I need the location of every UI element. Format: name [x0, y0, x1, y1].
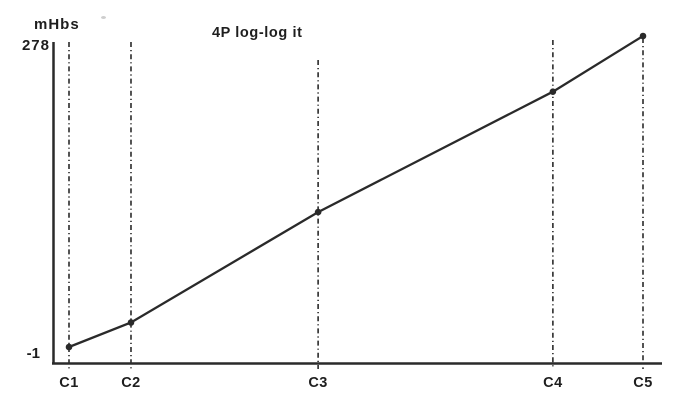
x-tick-label-c3: C3 [308, 375, 328, 391]
x-tick-label-c2: C2 [121, 375, 141, 391]
x-tick-label-c4: C4 [543, 375, 563, 391]
x-tick-label-c5: C5 [633, 375, 653, 391]
y-axis-title: mHbs [34, 16, 80, 33]
y-axis-min-tick-label: -1 [26, 345, 40, 362]
category-gridlines [68, 38, 644, 369]
y-axis-max-tick-label: 278 [21, 37, 50, 54]
chart-title: 4P log-log it [212, 25, 303, 41]
data-point-c5 [639, 32, 647, 40]
data-point-c2 [127, 319, 135, 326]
scan-artifact [101, 16, 106, 19]
x-tick-labels: C1 C2 C3 C4 C5 [59, 375, 653, 391]
x-tick-label-c1: C1 [59, 375, 79, 391]
data-point-c1 [65, 343, 73, 351]
data-point-c3 [314, 208, 322, 216]
data-points [65, 32, 647, 351]
data-point-c4 [549, 88, 557, 95]
data-line [68, 35, 644, 349]
